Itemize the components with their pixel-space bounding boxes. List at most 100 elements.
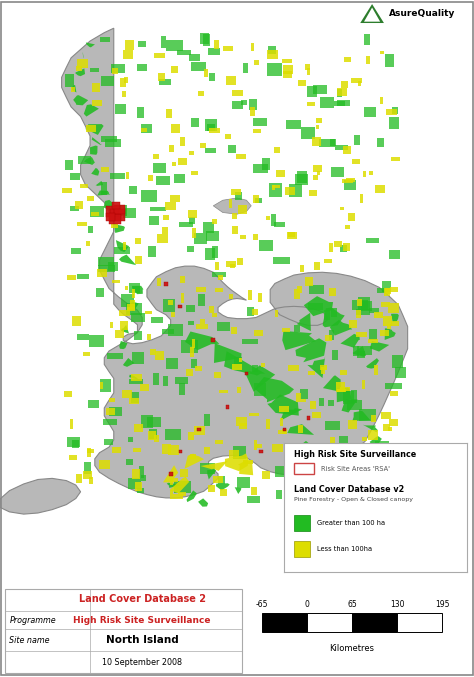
- Polygon shape: [179, 222, 192, 227]
- Polygon shape: [91, 100, 102, 106]
- Polygon shape: [223, 45, 233, 51]
- Polygon shape: [92, 83, 100, 92]
- Polygon shape: [140, 385, 149, 391]
- Polygon shape: [362, 437, 367, 441]
- Polygon shape: [258, 292, 262, 303]
- Polygon shape: [119, 255, 136, 265]
- Polygon shape: [153, 154, 159, 159]
- Polygon shape: [392, 107, 398, 114]
- Polygon shape: [332, 350, 337, 360]
- Polygon shape: [341, 179, 353, 183]
- Text: High Risk Site Surveillance: High Risk Site Surveillance: [293, 450, 416, 459]
- Polygon shape: [366, 358, 379, 368]
- Polygon shape: [188, 321, 194, 325]
- Polygon shape: [164, 282, 168, 286]
- Polygon shape: [132, 352, 145, 364]
- Polygon shape: [232, 364, 242, 370]
- Polygon shape: [209, 305, 215, 313]
- Polygon shape: [211, 338, 215, 341]
- Polygon shape: [272, 185, 280, 188]
- Polygon shape: [343, 391, 354, 404]
- Polygon shape: [215, 288, 223, 292]
- Polygon shape: [295, 393, 301, 402]
- Polygon shape: [187, 246, 194, 252]
- Polygon shape: [101, 77, 114, 87]
- Polygon shape: [340, 370, 347, 375]
- Polygon shape: [316, 118, 322, 123]
- Polygon shape: [220, 489, 228, 496]
- Polygon shape: [205, 148, 216, 154]
- Polygon shape: [345, 225, 350, 229]
- Polygon shape: [374, 313, 383, 318]
- Polygon shape: [390, 287, 398, 292]
- Polygon shape: [217, 322, 230, 331]
- Polygon shape: [134, 330, 143, 341]
- Polygon shape: [122, 390, 132, 398]
- Polygon shape: [170, 479, 173, 485]
- Polygon shape: [119, 341, 128, 349]
- Polygon shape: [178, 158, 187, 165]
- Polygon shape: [148, 246, 156, 257]
- Polygon shape: [186, 305, 195, 311]
- Polygon shape: [87, 449, 94, 453]
- Polygon shape: [297, 313, 311, 331]
- Polygon shape: [172, 162, 176, 166]
- Polygon shape: [232, 226, 237, 234]
- Polygon shape: [232, 90, 243, 95]
- Polygon shape: [137, 107, 144, 118]
- Polygon shape: [207, 470, 217, 479]
- Polygon shape: [153, 162, 166, 173]
- Polygon shape: [298, 459, 310, 465]
- Polygon shape: [307, 356, 325, 378]
- Polygon shape: [288, 232, 295, 237]
- Polygon shape: [359, 409, 376, 420]
- Polygon shape: [330, 320, 352, 336]
- Polygon shape: [258, 240, 273, 251]
- Polygon shape: [204, 69, 208, 77]
- Polygon shape: [369, 171, 374, 175]
- Polygon shape: [185, 332, 219, 350]
- Polygon shape: [253, 129, 261, 133]
- Polygon shape: [310, 401, 316, 409]
- Polygon shape: [295, 173, 309, 185]
- Polygon shape: [330, 437, 335, 445]
- Polygon shape: [304, 296, 333, 316]
- Polygon shape: [107, 353, 123, 359]
- Polygon shape: [127, 304, 135, 310]
- Polygon shape: [121, 325, 129, 334]
- Polygon shape: [374, 366, 378, 376]
- Polygon shape: [312, 137, 320, 146]
- Polygon shape: [254, 439, 257, 450]
- Polygon shape: [205, 248, 215, 260]
- Polygon shape: [76, 66, 82, 71]
- Polygon shape: [101, 167, 109, 171]
- Polygon shape: [255, 330, 263, 336]
- Polygon shape: [389, 419, 398, 427]
- Polygon shape: [90, 146, 98, 155]
- Polygon shape: [87, 448, 91, 458]
- Polygon shape: [382, 302, 390, 307]
- Polygon shape: [145, 311, 152, 315]
- Polygon shape: [69, 456, 77, 460]
- Polygon shape: [356, 309, 370, 315]
- Text: AsureQuality: AsureQuality: [389, 9, 455, 18]
- Polygon shape: [120, 321, 128, 330]
- Polygon shape: [114, 224, 125, 233]
- Polygon shape: [340, 334, 360, 348]
- Polygon shape: [180, 137, 185, 146]
- Polygon shape: [380, 51, 384, 54]
- Polygon shape: [133, 448, 141, 452]
- FancyBboxPatch shape: [293, 463, 314, 475]
- Polygon shape: [275, 310, 278, 318]
- Polygon shape: [204, 119, 218, 131]
- Polygon shape: [198, 294, 205, 305]
- Polygon shape: [218, 476, 225, 485]
- Polygon shape: [241, 100, 247, 106]
- Polygon shape: [76, 474, 82, 483]
- Polygon shape: [123, 208, 136, 218]
- Polygon shape: [324, 259, 332, 263]
- Polygon shape: [219, 275, 223, 280]
- Polygon shape: [126, 303, 142, 315]
- Polygon shape: [385, 453, 390, 458]
- Polygon shape: [251, 43, 254, 51]
